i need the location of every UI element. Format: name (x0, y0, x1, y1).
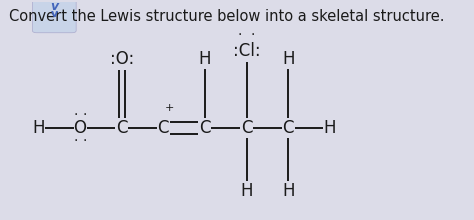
Text: O: O (73, 119, 87, 137)
Text: H: H (282, 50, 294, 68)
Text: ·: · (251, 28, 255, 42)
Text: H: H (323, 119, 336, 137)
Text: H: H (199, 50, 211, 68)
Text: C: C (116, 119, 128, 137)
Text: :Cl:: :Cl: (233, 42, 260, 60)
Text: v: v (50, 0, 58, 13)
Text: ·: · (83, 134, 87, 148)
Text: Convert the Lewis structure below into a skeletal structure.: Convert the Lewis structure below into a… (9, 9, 444, 24)
Text: H: H (240, 182, 253, 200)
Text: C: C (283, 119, 294, 137)
Text: v: v (51, 9, 58, 19)
Text: ·: · (83, 108, 87, 122)
Text: C: C (241, 119, 252, 137)
Text: +: + (165, 103, 174, 113)
Text: C: C (199, 119, 210, 137)
Text: :O:: :O: (109, 50, 134, 68)
Text: ·: · (238, 28, 242, 42)
Text: H: H (32, 119, 45, 137)
Text: ·: · (73, 108, 77, 122)
Text: H: H (282, 182, 294, 200)
Text: C: C (157, 119, 169, 137)
Text: ·: · (73, 134, 77, 148)
FancyBboxPatch shape (32, 0, 76, 33)
